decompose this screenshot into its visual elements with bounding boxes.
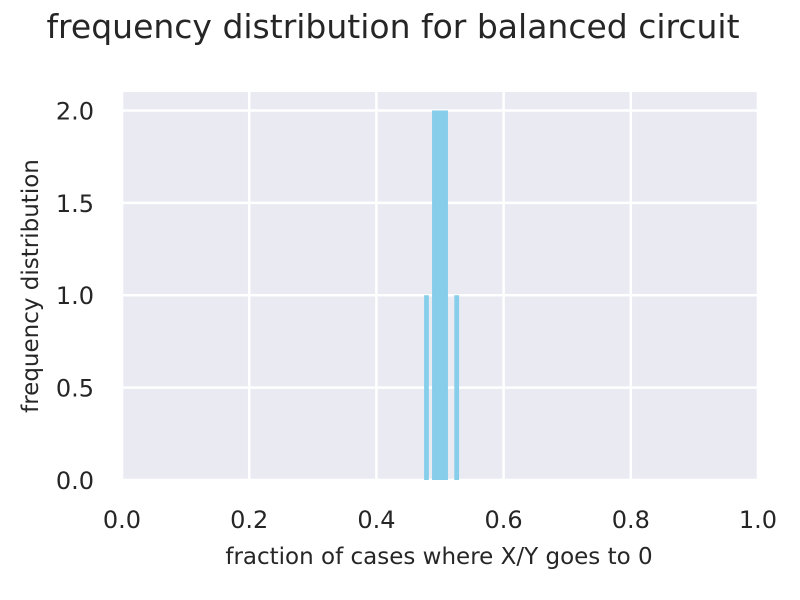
histogram-bar	[454, 295, 460, 480]
y-tick-label: 0.0	[56, 467, 94, 495]
x-tick-label: 0.0	[103, 506, 141, 534]
y-tick-label: 0.5	[56, 375, 94, 403]
bars	[424, 110, 460, 480]
x-tick-label: 0.6	[485, 506, 523, 534]
x-tick-label: 0.8	[612, 506, 650, 534]
histogram-bar	[424, 295, 429, 480]
y-axis-ticks: 0.0 0.5 1.0 1.5 2.0	[56, 97, 94, 495]
x-tick-label: 1.0	[739, 506, 777, 534]
x-tick-label: 0.4	[357, 506, 395, 534]
y-tick-label: 1.0	[56, 282, 94, 310]
chart-title: frequency distribution for balanced circ…	[46, 7, 739, 46]
y-tick-label: 2.0	[56, 97, 94, 125]
y-axis-label: frequency distribution	[18, 159, 44, 413]
y-tick-label: 1.5	[56, 190, 94, 218]
x-axis-label: fraction of cases where X/Y goes to 0	[225, 544, 652, 570]
x-axis-ticks: 0.0 0.2 0.4 0.6 0.8 1.0	[103, 506, 777, 534]
x-tick-label: 0.2	[230, 506, 268, 534]
histogram-bar	[432, 110, 448, 480]
